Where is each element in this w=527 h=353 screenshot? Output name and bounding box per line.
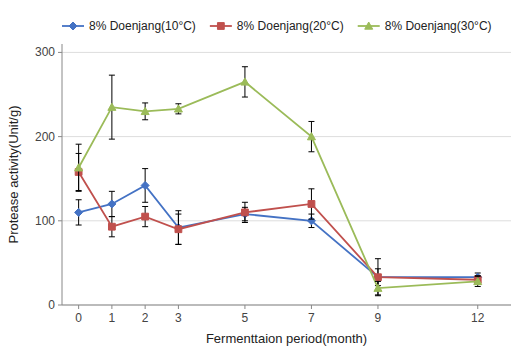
marker xyxy=(108,223,115,230)
series xyxy=(75,153,481,295)
x-tick xyxy=(178,305,179,309)
legend-label: 8% Doenjang(10°C) xyxy=(89,19,196,33)
legend-item: 8% Doenjang(30°C) xyxy=(358,19,492,33)
marker xyxy=(308,201,315,208)
error-bar xyxy=(242,67,248,97)
series xyxy=(75,169,482,286)
legend-label: 8% Doenjang(30°C) xyxy=(385,19,492,33)
x-tick xyxy=(244,305,245,309)
series xyxy=(75,67,482,295)
y-tick xyxy=(58,305,62,306)
legend: 8% Doenjang(10°C) 8% Doenjang(20°C) 8% Doe… xyxy=(62,19,492,33)
error-bar xyxy=(175,211,181,245)
legend-label: 8% Doenjang(20°C) xyxy=(237,19,344,33)
plot-area xyxy=(75,67,482,296)
legend-marker xyxy=(69,22,77,30)
x-tick-label: 1 xyxy=(109,311,116,325)
grid-line xyxy=(62,52,511,53)
error-bar xyxy=(142,169,148,203)
x-tick xyxy=(377,305,378,309)
marker xyxy=(374,284,382,291)
x-tick-label: 2 xyxy=(142,311,149,325)
y-tick-label: 200 xyxy=(35,130,55,144)
legend-marker xyxy=(365,22,373,29)
background xyxy=(0,0,527,353)
marker xyxy=(75,164,83,171)
x-tick-label: 7 xyxy=(308,311,315,325)
error-bar xyxy=(142,206,148,226)
error-bar xyxy=(375,259,381,296)
error-bar xyxy=(375,281,381,294)
marker xyxy=(108,103,116,110)
series-line xyxy=(79,185,478,277)
x-tick xyxy=(477,305,478,309)
legend-item: 8% Doenjang(10°C) xyxy=(62,19,196,33)
error-bar xyxy=(76,200,82,225)
error-bar xyxy=(109,75,115,139)
legend-marker xyxy=(217,23,224,30)
marker xyxy=(174,105,182,112)
marker xyxy=(108,200,116,208)
marker xyxy=(474,277,482,284)
marker xyxy=(141,107,149,114)
series-line xyxy=(79,172,478,280)
marker xyxy=(242,209,249,216)
error-bar xyxy=(175,104,181,114)
y-axis-line xyxy=(62,44,63,305)
marker xyxy=(375,274,382,281)
y-tick xyxy=(58,136,62,137)
error-bar xyxy=(109,217,115,237)
y-tick-label: 100 xyxy=(35,214,55,228)
y-tick-label: 0 xyxy=(48,298,55,312)
x-axis-line xyxy=(62,305,511,306)
marker xyxy=(142,213,149,220)
x-tick xyxy=(145,305,146,309)
x-tick-label: 3 xyxy=(175,311,182,325)
marker xyxy=(75,208,83,216)
x-tick xyxy=(311,305,312,309)
marker xyxy=(307,133,315,140)
series-line xyxy=(79,82,478,288)
x-tick-label: 0 xyxy=(75,311,82,325)
chart: 0100200300012357912Fermenttaion period(m… xyxy=(0,0,527,353)
y-tick xyxy=(58,220,62,221)
grid-line xyxy=(62,136,511,137)
error-bar xyxy=(308,121,314,151)
marker xyxy=(241,78,249,85)
x-tick xyxy=(78,305,79,309)
x-tick xyxy=(111,305,112,309)
legend-item: 8% Doenjang(20°C) xyxy=(210,19,344,33)
error-bar xyxy=(308,189,314,219)
x-axis-label: Fermenttaion period(month) xyxy=(206,331,367,346)
grid-line xyxy=(62,305,511,306)
marker xyxy=(141,181,149,189)
error-bar xyxy=(142,103,148,120)
grid xyxy=(62,52,511,305)
x-tick-label: 12 xyxy=(471,311,485,325)
error-bar xyxy=(109,191,115,216)
x-tick-label: 9 xyxy=(375,311,382,325)
y-tick xyxy=(58,52,62,53)
error-bar xyxy=(242,202,248,222)
error-bar xyxy=(175,214,181,244)
y-tick-label: 300 xyxy=(35,45,55,59)
error-bar xyxy=(76,144,82,191)
y-axis-label: Protease activity(Unit/g) xyxy=(6,106,21,244)
error-bar xyxy=(475,276,481,286)
marker xyxy=(175,226,182,233)
x-tick-label: 5 xyxy=(242,311,249,325)
